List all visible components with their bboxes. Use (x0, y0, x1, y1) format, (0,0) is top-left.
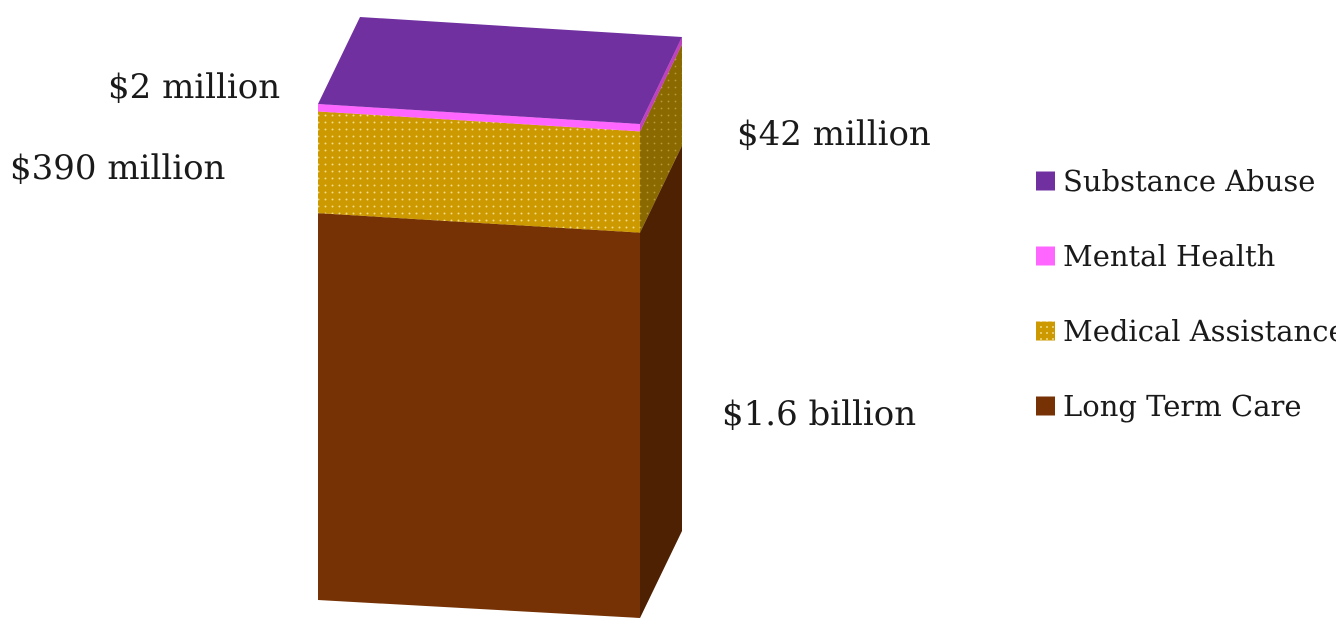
legend-swatch-medical-assistance (1036, 321, 1055, 341)
legend: Substance Abuse Mental Health Medical Assi… (1036, 164, 1336, 423)
legend-label-long-term-care: Long Term Care (1063, 389, 1302, 423)
legend-swatch-long-term-care (1036, 396, 1055, 416)
legend-label-substance-abuse: Substance Abuse (1063, 164, 1315, 198)
bar-segment-medical-assistance (318, 111, 640, 233)
legend-label-medical-assistance: Medical Assistance (1063, 314, 1336, 348)
data-label-long-term-care: $1.6 billion (722, 394, 916, 434)
bar-segments (318, 17, 682, 618)
bar-segment-mental-health (318, 104, 640, 132)
legend-swatch-mental-health (1036, 246, 1055, 266)
data-label-mental-health: $42 million (737, 114, 931, 154)
bar-segment-side-medical-assistance (640, 44, 682, 233)
data-labels: $1.6 billion $390 million $42 million $2 mi… (10, 67, 931, 434)
bar-segment-side-mental-health (640, 37, 682, 132)
legend-label-mental-health: Mental Health (1063, 239, 1275, 273)
bar-segment-long-term-care (318, 213, 640, 618)
bar-segment-side-long-term-care (640, 145, 682, 618)
data-label-medical-assistance: $390 million (10, 148, 225, 188)
bar-top-face-substance-abuse (318, 17, 682, 124)
data-label-substance-abuse: $2 million (108, 67, 280, 107)
legend-swatch-substance-abuse (1036, 171, 1055, 191)
